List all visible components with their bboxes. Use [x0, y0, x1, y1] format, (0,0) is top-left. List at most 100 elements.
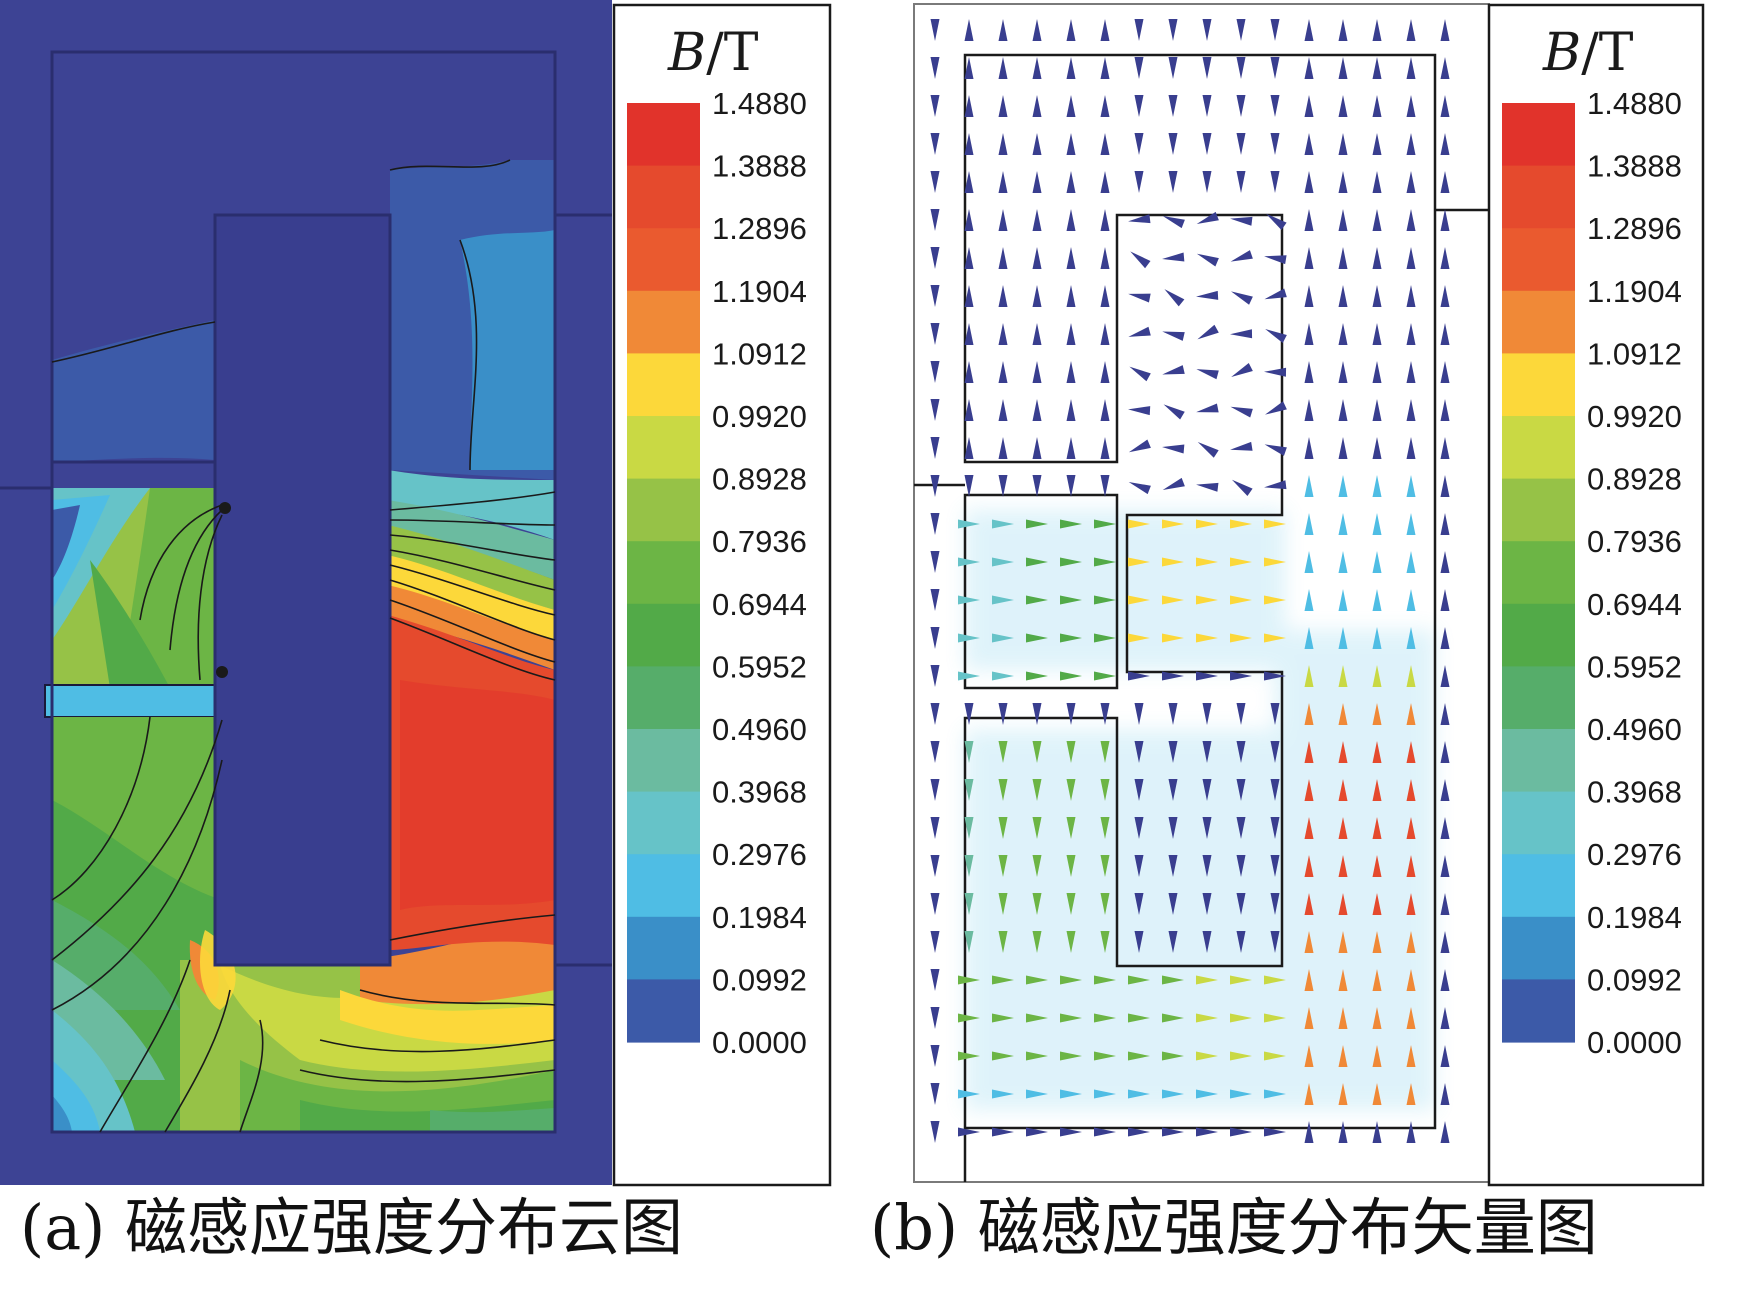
field-vector-arrow — [1231, 362, 1253, 377]
field-vector-arrow — [964, 703, 974, 725]
field-vector-arrow — [992, 975, 1014, 985]
field-vector-arrow — [1440, 209, 1450, 231]
field-vector-arrow — [930, 437, 940, 459]
field-vector-arrow — [1032, 285, 1042, 307]
field-vector-arrow — [1230, 633, 1252, 643]
field-vector-arrow — [930, 741, 940, 763]
field-vector-arrow — [998, 703, 1008, 725]
field-vector-arrow — [1168, 171, 1178, 193]
caption-a: (a) 磁感应强度分布云图 — [20, 1191, 684, 1264]
field-vector-arrow — [1338, 323, 1348, 345]
field-vector-arrow — [1304, 893, 1314, 915]
field-vector-arrow — [964, 133, 974, 155]
field-vector-arrow — [998, 323, 1008, 345]
colorbar-band — [1502, 103, 1575, 167]
field-vector-arrow — [1196, 253, 1219, 267]
field-vector-arrow — [1060, 557, 1082, 567]
field-vector-arrow — [930, 589, 940, 611]
field-vector-arrow — [1338, 1007, 1348, 1029]
field-vector-arrow — [1128, 1089, 1150, 1099]
field-vector-arrow — [964, 817, 974, 839]
colorbar-band — [1502, 353, 1575, 417]
field-vector-arrow — [1060, 1089, 1082, 1099]
field-vector-arrow — [1128, 595, 1150, 605]
field-vector-arrow — [992, 1013, 1014, 1023]
field-vector-arrow — [1440, 1007, 1450, 1029]
field-vector-arrow — [992, 557, 1014, 567]
colorbar-tick-label: 0.9920 — [712, 399, 807, 434]
field-vector-arrow — [992, 595, 1014, 605]
colorbar-band — [1502, 979, 1575, 1043]
field-vector-arrow — [1202, 19, 1212, 41]
field-vector-arrow — [1168, 741, 1178, 763]
field-vector-arrow — [1264, 557, 1286, 567]
field-vector-arrow — [1128, 557, 1150, 567]
colorbar-band — [1502, 290, 1575, 354]
field-vector-arrow — [1134, 703, 1144, 725]
field-vector-arrow — [1162, 1089, 1184, 1099]
field-vector-arrow — [1162, 633, 1184, 643]
colorbar-b-labels: 1.4880 1.3888 1.2896 1.1904 1.0912 0.9920 0.89… — [1587, 86, 1682, 1060]
field-vector-arrow — [1094, 1013, 1116, 1023]
field-vector-arrow — [1202, 893, 1212, 915]
field-vector-arrow — [1264, 595, 1286, 605]
colorbar-band — [1502, 729, 1575, 793]
field-vector-arrow — [1134, 95, 1144, 117]
colorbar-band — [627, 979, 700, 1043]
field-vector-arrow — [1440, 247, 1450, 269]
colorbar-band — [627, 541, 700, 605]
field-vector-arrow — [1032, 475, 1042, 497]
field-vector-arrow — [1134, 779, 1144, 801]
field-vector-arrow — [1406, 931, 1416, 953]
field-vector-arrow — [1270, 779, 1280, 801]
field-vector-arrow — [964, 741, 974, 763]
field-vector-arrow — [1060, 1051, 1082, 1061]
field-vector-arrow — [1032, 323, 1042, 345]
field-vector-arrow — [1026, 1089, 1048, 1099]
field-vector-arrow — [1230, 329, 1253, 339]
field-vector-arrow — [930, 1121, 940, 1143]
field-vector-arrow — [1372, 361, 1382, 383]
field-vector-arrow — [1406, 57, 1416, 79]
colorbar-b-title: B/T — [1542, 23, 1634, 83]
field-vector-arrow — [1406, 779, 1416, 801]
field-vector-arrow — [1230, 1089, 1252, 1099]
colorbar-band — [1502, 666, 1575, 730]
field-vector-arrow — [1094, 975, 1116, 985]
colorbar-band — [627, 729, 700, 793]
field-vector-arrow — [1406, 589, 1416, 611]
field-vector-arrow — [1026, 1127, 1048, 1137]
field-vector-arrow — [1196, 403, 1219, 413]
field-vector-arrow — [1304, 1121, 1314, 1143]
field-vector-arrow — [1032, 817, 1042, 839]
field-vector-arrow — [1440, 285, 1450, 307]
field-vector-arrow — [1032, 361, 1042, 383]
field-vector-arrow — [1304, 19, 1314, 41]
colorbar-tick-label: 0.6944 — [712, 587, 807, 622]
field-vector-arrow — [1168, 931, 1178, 953]
field-vector-arrow — [1032, 247, 1042, 269]
field-vector-arrow — [1440, 361, 1450, 383]
field-vector-arrow — [1406, 323, 1416, 345]
colorbar-tick-label: 1.1904 — [712, 274, 807, 309]
field-vector-arrow — [1066, 399, 1076, 421]
field-vector-arrow — [1270, 171, 1280, 193]
field-vector-arrow — [1304, 209, 1314, 231]
field-vector-arrow — [1338, 95, 1348, 117]
field-vector-arrow — [1230, 406, 1253, 418]
field-vector-arrow — [930, 285, 940, 307]
field-vector-arrow — [1406, 817, 1416, 839]
field-vector-arrow — [1060, 595, 1082, 605]
field-vector-arrow — [1066, 931, 1076, 953]
colorbar-band — [627, 854, 700, 918]
field-vector-arrow — [1304, 513, 1314, 535]
field-vector-arrow — [1162, 595, 1184, 605]
field-vector-arrow — [1100, 703, 1110, 725]
field-vector-arrow — [1066, 209, 1076, 231]
field-vector-arrow — [1406, 627, 1416, 649]
lower-left-field — [52, 717, 222, 1132]
field-vector-arrow — [1162, 444, 1185, 454]
field-vector-arrow — [1304, 703, 1314, 725]
field-vector-arrow — [1162, 252, 1185, 262]
field-vector-arrow — [1304, 133, 1314, 155]
